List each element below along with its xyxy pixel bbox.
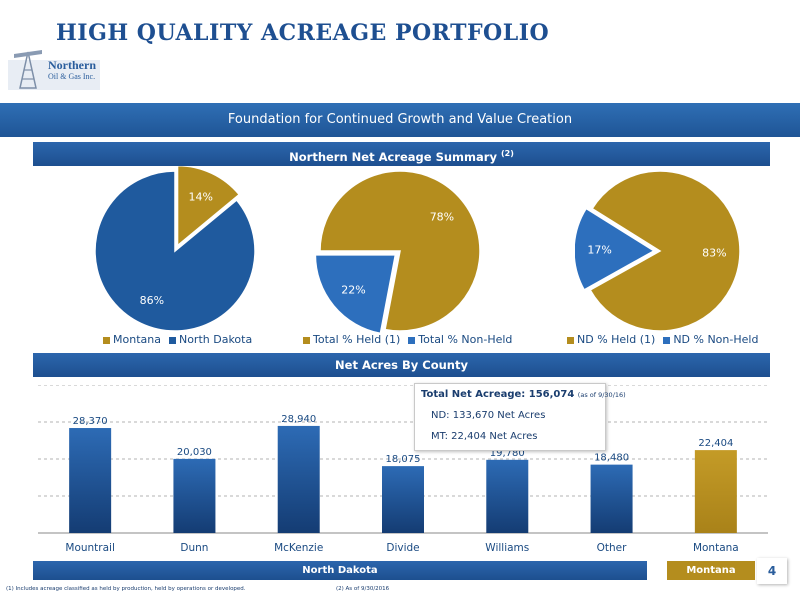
legend-label: Montana <box>113 333 161 346</box>
bar-chart-county: 28,370 20,030 28,940 18,075 19,780 18,480 22,4… <box>38 385 768 534</box>
summary-heading-sup: (2) <box>500 149 514 158</box>
group-label-north-dakota: North Dakota <box>33 561 647 580</box>
pie-chart-held-nd: 83% 17% <box>575 170 741 332</box>
pie-label-total-non-held: 22% <box>341 284 365 297</box>
bar-mountrail <box>69 428 112 533</box>
total-acreage-callout: Total Net Acreage: 156,074 (as of 9/30/1… <box>414 383 626 451</box>
legend-label: Total % Held (1) <box>313 333 401 346</box>
northern-logo <box>8 50 100 90</box>
pie-label-montana: 14% <box>188 190 212 203</box>
summary-heading-text: Northern Net Acreage Summary <box>289 149 497 164</box>
pie-slice-north-dakota <box>94 170 256 332</box>
footnote-2: (2) As of 9/30/2016 <box>336 586 390 592</box>
pie-slice-nd-held-1 <box>589 170 741 332</box>
x-label-williams: Williams <box>485 542 530 554</box>
legend-label: ND % Non-Held <box>673 333 759 346</box>
callout-total-note: (as of 9/30/16) <box>577 391 626 399</box>
page-title: HIGH QUALITY ACREAGE PORTFOLIO <box>56 20 550 46</box>
legend-swatch <box>567 336 574 344</box>
legend-swatch <box>663 336 671 344</box>
pie-chart-held-total: 78% 22% <box>315 170 481 335</box>
x-label-divide: Divide <box>386 542 420 554</box>
legend-swatch <box>103 336 110 344</box>
summary-heading: Northern Net Acreage Summary (2) <box>33 142 770 166</box>
x-label-montana: Montana <box>692 542 739 554</box>
footnote-1: (1) Includes acreage classified as held … <box>6 586 246 592</box>
pie-label-north-dakota: 86% <box>140 294 164 307</box>
bar-value-other: 18,480 <box>594 453 629 464</box>
pie-label-nd-non-held: 17% <box>587 244 611 257</box>
legend-item-north-dakota: North Dakota <box>168 333 253 346</box>
legend-state: Montana North Dakota <box>103 333 252 346</box>
legend-swatch <box>303 336 310 344</box>
bar-value-mckenzie: 28,940 <box>281 414 316 425</box>
page-number: 4 <box>757 558 787 584</box>
bar-dunn <box>173 458 216 533</box>
legend-item-nd-non-held: ND % Non-Held <box>663 333 758 346</box>
legend-item-total-non-held: Total % Non-Held <box>408 333 512 346</box>
legend-item-total-held-1: Total % Held (1) <box>303 333 400 346</box>
logo-line2: Oil & Gas Inc. <box>48 72 96 81</box>
x-label-mckenzie: McKenzie <box>274 542 324 554</box>
legend-label: ND % Held (1) <box>577 333 656 346</box>
x-label-other: Other <box>596 542 627 554</box>
bar-value-williams: 19,780 <box>490 448 525 459</box>
callout-nd: ND: 133,670 Net Acres <box>431 410 546 421</box>
logo-text: Northern Oil & Gas Inc. <box>48 58 96 82</box>
pie-slice-montana <box>176 166 241 248</box>
bar-value-montana: 22,404 <box>698 438 733 449</box>
legend-label: Total % Non-Held <box>418 333 513 346</box>
logo-line1: Northern <box>48 58 96 72</box>
bar-value-mountrail: 28,370 <box>73 416 108 427</box>
pie-slice-nd-non-held <box>575 207 656 291</box>
bar-mckenzie <box>277 425 320 533</box>
group-label-montana: Montana <box>667 561 755 580</box>
pie-slice-total-non-held <box>315 254 397 335</box>
bar-value-dunn: 20,030 <box>177 447 212 458</box>
bar-other <box>590 464 633 533</box>
legend-swatch <box>168 336 176 344</box>
pie-label-total-held-1: 78% <box>430 210 454 223</box>
bar-value-divide: 18,075 <box>386 454 421 465</box>
legend-item-montana: Montana <box>103 333 161 346</box>
callout-total-label: Total Net Acreage: 156,074 <box>421 389 575 400</box>
banner-main: Foundation for Continued Growth and Valu… <box>0 103 800 137</box>
bar-x-labels: Mountrail Dunn McKenzie Divide Williams Other… <box>38 542 768 556</box>
legend-held-nd: ND % Held (1) ND % Non-Held <box>567 333 758 346</box>
legend-swatch <box>408 336 416 344</box>
county-heading: Net Acres By County <box>33 353 770 377</box>
x-label-mountrail: Mountrail <box>65 542 115 554</box>
bar-williams <box>486 459 529 533</box>
bar-montana <box>694 450 737 533</box>
callout-mt: MT: 22,404 Net Acres <box>431 431 538 442</box>
callout-total: Total Net Acreage: 156,074 (as of 9/30/1… <box>421 389 626 400</box>
pie-slice-total-held-1 <box>319 170 481 332</box>
bar-divide <box>382 466 424 533</box>
pie-chart-state: 14% 86% <box>94 166 256 332</box>
legend-held-total: Total % Held (1) Total % Non-Held <box>303 333 512 346</box>
legend-label: North Dakota <box>178 333 253 346</box>
pie-label-nd-held-1: 83% <box>702 246 726 259</box>
legend-item-nd-held-1: ND % Held (1) <box>567 333 655 346</box>
x-label-dunn: Dunn <box>180 542 209 554</box>
